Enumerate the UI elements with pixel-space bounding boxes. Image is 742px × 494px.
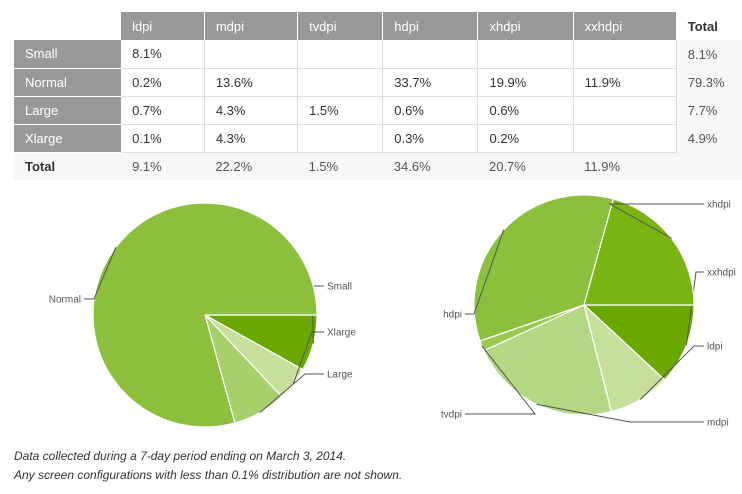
pie-label-normal: Normal [49,295,81,306]
table-cell [382,40,479,69]
distribution-table: ldpi mdpi tvdpi hdpi xhdpi xxhdpi Total … [14,12,742,180]
table-cell [573,40,677,69]
table-cell: 33.7% [382,68,479,97]
col-header-tvdpi: tvdpi [297,12,384,40]
footnote-distribution-threshold: Any screen configurations with less than… [14,468,403,482]
pie-label-small: Small [327,282,352,293]
column-total-cell [676,152,742,180]
table-cell [477,40,574,69]
table-cell: 11.9% [573,68,677,97]
pie-leader-mdpi [536,403,704,423]
footnotes: Data collected during a 7-day period end… [14,447,402,485]
col-header-hdpi: hdpi [382,12,479,40]
row-total-cell: 7.7% [676,96,742,124]
row-total-cell: 4.9% [676,124,742,152]
table-cell: 8.1% [121,40,205,69]
pie-charts: Small Xlarge Large Normal xxhdpi ldpi mdpi tvd… [49,194,736,429]
table-cell: 0.1% [121,124,205,153]
totals-row: Total 9.1% 22.2% 1.5% 34.6% 20.7% 11.9% [14,152,742,180]
pie-leader-xlarge [292,331,324,385]
row-total-cell: 79.3% [676,68,742,96]
table-row-small: Small 8.1% 8.1% [14,40,742,69]
table-cell [297,68,384,97]
table-row-xlarge: Xlarge 0.1% 4.3% 0.3% 0.2% 4.9% [14,124,742,153]
pie-leader-large [259,373,324,414]
table-cell: 0.3% [382,124,479,153]
pie-leader-hdpi [465,229,505,315]
header-row: ldpi mdpi tvdpi hdpi xhdpi xxhdpi Total [14,12,742,40]
row-header-total: Total [14,152,122,180]
pie-label-mdpi: mdpi [707,418,729,429]
table-cell: 4.3% [204,124,299,153]
column-total-cell: 22.2% [204,152,298,180]
table-row-large: Large 0.7% 4.3% 1.5% 0.6% 0.6% 7.7% [14,96,742,125]
corner-cell [14,12,122,40]
pie-label-xlarge: Xlarge [327,328,356,339]
table-cell [297,124,384,153]
col-header-mdpi: mdpi [204,12,299,40]
row-header-normal: Normal [14,68,122,97]
density-pie-chart: xxhdpi ldpi mdpi tvdpi hdpi xhdpi [441,194,736,429]
pie-label-hdpi: hdpi [443,310,462,321]
pie-leader-xhdpi [608,203,704,239]
table-row-normal: Normal 0.2% 13.6% 33.7% 19.9% 11.9% 79.3… [14,68,742,97]
pie-leader-ldpi [639,345,704,400]
table-cell: 0.2% [121,68,205,97]
col-header-xhdpi: xhdpi [477,12,574,40]
table-cell: 0.6% [477,96,574,125]
table-cell: 19.9% [477,68,574,97]
table-cell [297,40,384,69]
screen-size-pie-chart: Small Xlarge Large Normal [49,202,356,428]
table-cell [204,40,299,69]
table-cell: 0.7% [121,96,205,125]
column-total-cell: 9.1% [121,152,205,180]
pie-label-tvdpi: tvdpi [441,410,462,421]
pie-label-xhdpi: xhdpi [707,200,731,211]
table-cell [573,124,677,153]
table-cell: 0.6% [382,96,479,125]
table-cell [573,96,677,125]
table-cell: 13.6% [204,68,299,97]
table-cell: 4.3% [204,96,299,125]
col-header-xxhdpi: xxhdpi [573,12,677,40]
row-header-large: Large [14,96,122,125]
pie-leader-xxhdpi [685,271,704,346]
row-header-small: Small [14,40,122,69]
pie-label-xxhdpi: xxhdpi [707,268,736,279]
col-header-total: Total [676,12,742,40]
pie-label-large: Large [327,370,353,381]
footnote-collection-period: Data collected during a 7-day period end… [14,449,347,463]
pie-leader-normal [84,246,117,300]
row-total-cell: 8.1% [676,40,742,68]
column-total-cell: 1.5% [297,152,383,180]
column-total-cell: 20.7% [477,152,574,180]
col-header-ldpi: ldpi [121,12,205,40]
column-total-cell: 34.6% [382,152,478,180]
row-header-xlarge: Xlarge [14,124,122,153]
column-total-cell: 11.9% [573,152,677,180]
pie-label-ldpi: ldpi [707,342,723,353]
pie-leader-tvdpi [465,345,537,415]
table-cell: 1.5% [297,96,384,125]
table-cell: 0.2% [477,124,574,153]
